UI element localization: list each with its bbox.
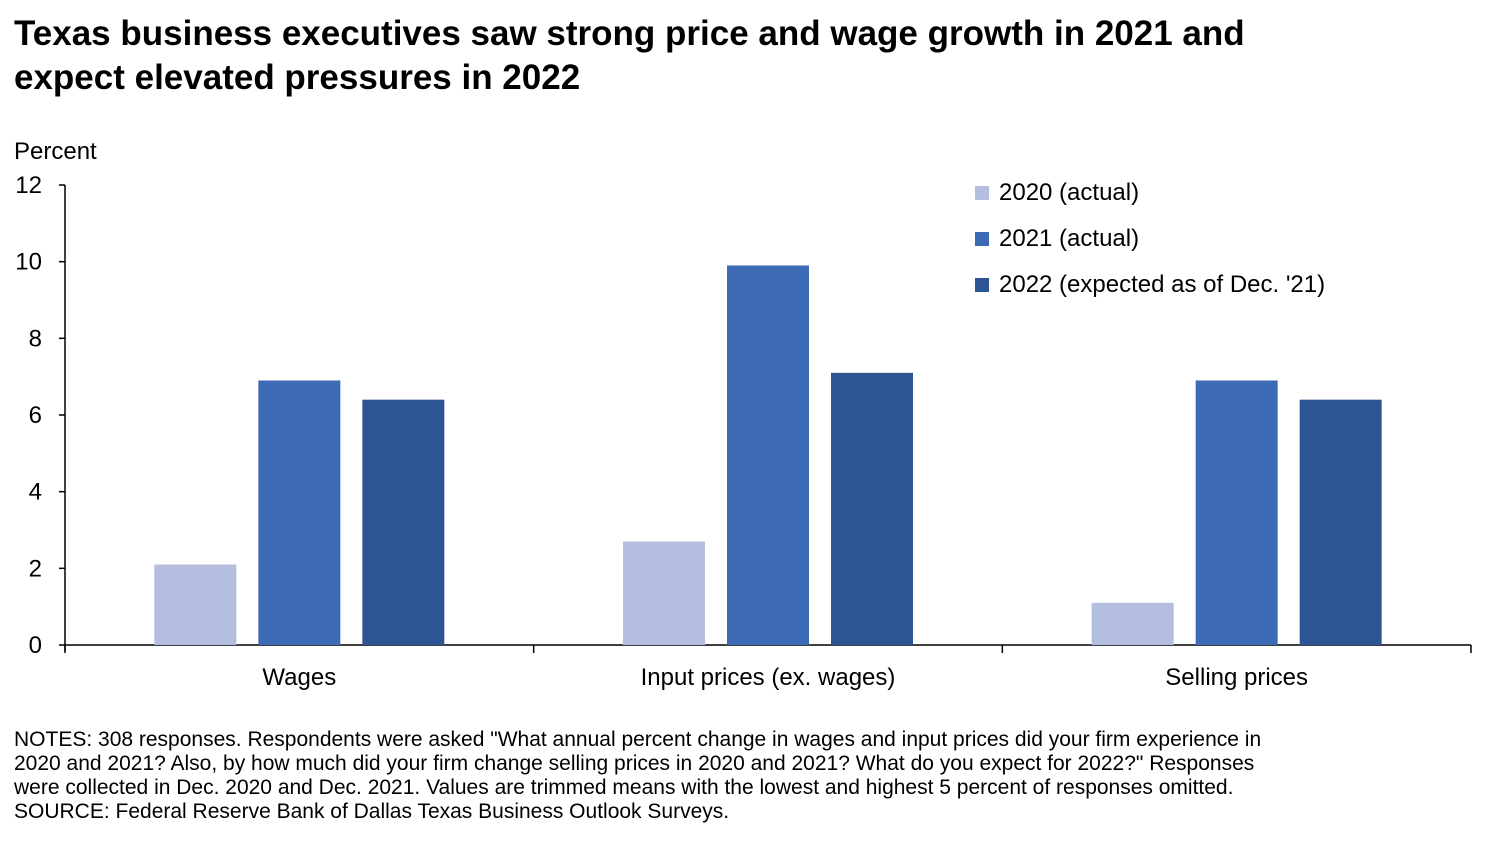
legend-swatch-2020 [975,186,989,200]
bar [362,399,445,645]
y-tick-label: 10 [15,249,42,276]
chart-title: Texas business executives saw strong pri… [14,12,1484,100]
bar [1195,380,1278,645]
y-tick-label: 4 [29,479,42,506]
bar [831,372,913,645]
legend-label-2020: 2020 (actual) [999,179,1140,206]
bar [1091,602,1174,645]
x-tick-label: Input prices (ex. wages) [641,664,896,691]
legend-swatch-2021 [975,232,989,246]
y-tick-label: 2 [29,555,42,582]
y-tick-label: 8 [29,325,42,352]
legend-item-2022: 2022 (expected as of Dec. '21) [975,262,1325,308]
legend: 2020 (actual) 2021 (actual) 2022 (expect… [975,170,1325,308]
bar [727,265,809,645]
chart-title-line-1: Texas business executives saw strong pri… [14,14,1245,53]
y-tick-label: 0 [29,632,42,659]
notes-line-4: SOURCE: Federal Reserve Bank of Dallas T… [14,800,730,823]
legend-item-2020: 2020 (actual) [975,170,1325,216]
bar [258,380,341,645]
legend-swatch-2022 [975,278,989,292]
y-axis-label: Percent [14,138,97,165]
legend-label-2021: 2021 (actual) [999,225,1140,252]
x-tick-label: Selling prices [1165,664,1308,691]
bar [154,564,237,645]
x-tick-label: Wages [262,664,336,691]
notes-line-3: were collected in Dec. 2020 and Dec. 202… [14,776,1234,799]
bar [623,541,705,645]
notes-line-2: 2020 and 2021? Also, by how much did you… [14,752,1255,775]
y-tick-label: 12 [15,172,42,199]
notes: NOTES: 308 responses. Respondents were a… [14,728,1484,824]
bar [1299,399,1382,645]
notes-line-1: NOTES: 308 responses. Respondents were a… [14,728,1262,751]
chart-title-line-2: expect elevated pressures in 2022 [14,58,581,97]
legend-label-2022: 2022 (expected as of Dec. '21) [999,271,1326,298]
legend-item-2021: 2021 (actual) [975,216,1325,262]
y-tick-label: 6 [29,402,42,429]
